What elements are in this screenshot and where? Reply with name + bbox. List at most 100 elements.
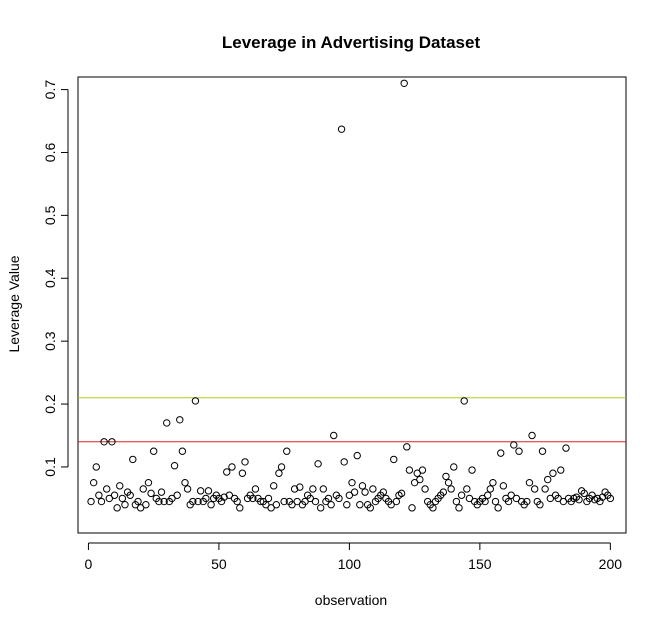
y-tick-label: 0.3: [42, 331, 58, 351]
y-tick-label: 0.5: [42, 205, 58, 225]
plot-frame: [77, 76, 627, 534]
y-tick-label: 0.6: [42, 143, 58, 163]
data-point: [447, 485, 455, 493]
x-tick-label: 100: [338, 556, 362, 572]
data-point: [92, 463, 100, 471]
data-point: [233, 497, 241, 506]
data-point: [316, 504, 325, 512]
x-tick-label: 150: [468, 556, 492, 572]
data-point: [194, 497, 202, 506]
data-point: [546, 494, 555, 503]
data-point: [241, 458, 249, 466]
data-point: [390, 455, 398, 464]
x-tick-label: 0: [85, 556, 93, 572]
data-point: [309, 485, 317, 493]
data-point: [155, 497, 163, 506]
data-point: [575, 495, 583, 504]
data-point: [460, 397, 468, 405]
data-point: [139, 485, 147, 493]
data-point: [499, 482, 508, 490]
data-point: [345, 491, 354, 499]
data-points: [87, 79, 615, 512]
data-point: [387, 500, 395, 509]
data-point: [168, 494, 176, 503]
data-point: [116, 482, 124, 490]
data-point: [290, 485, 299, 493]
data-point: [183, 485, 192, 493]
y-tick-label: 0.2: [42, 394, 58, 414]
data-point: [450, 463, 458, 471]
data-point: [444, 478, 453, 487]
data-point: [288, 500, 296, 509]
data-point: [238, 469, 247, 477]
data-point: [356, 500, 364, 509]
data-point: [512, 494, 521, 503]
data-point: [369, 485, 377, 493]
data-point: [562, 444, 570, 452]
data-point: [580, 489, 588, 498]
data-point: [327, 500, 335, 509]
data-point: [251, 485, 260, 493]
data-point: [296, 483, 304, 491]
y-tick-label: 0.4: [42, 268, 58, 288]
data-point: [515, 447, 523, 455]
data-point: [366, 504, 374, 512]
data-point: [494, 504, 502, 512]
data-point: [439, 488, 448, 496]
data-point: [468, 466, 476, 474]
data-point: [118, 494, 127, 503]
data-point: [403, 443, 411, 451]
data-point: [392, 497, 401, 506]
data-point: [530, 485, 539, 493]
data-point: [544, 475, 552, 484]
data-point: [408, 504, 416, 512]
data-point: [324, 494, 333, 503]
data-point: [410, 478, 419, 487]
data-point: [100, 438, 108, 446]
y-axis-label: Leverage Value: [6, 255, 22, 352]
data-point: [163, 419, 171, 427]
data-point: [105, 494, 114, 503]
data-point: [337, 125, 346, 133]
data-point: [455, 504, 463, 512]
data-point: [572, 493, 581, 501]
data-point: [538, 447, 547, 455]
data-point: [202, 494, 210, 503]
data-point: [523, 497, 531, 506]
data-point: [489, 478, 497, 487]
data-point: [557, 466, 565, 474]
data-point: [416, 475, 424, 484]
data-point: [220, 493, 228, 501]
x-axis: 0 50 100 150 200: [85, 542, 622, 572]
data-point: [330, 431, 338, 440]
data-point: [343, 500, 351, 509]
data-point: [554, 494, 562, 503]
data-point: [225, 491, 234, 499]
data-point: [236, 504, 244, 512]
data-point: [134, 497, 142, 506]
data-point: [379, 488, 388, 496]
data-point: [335, 494, 343, 503]
data-point: [196, 487, 205, 495]
data-point: [481, 497, 489, 506]
data-point: [491, 497, 500, 506]
data-point: [314, 460, 322, 468]
data-point: [144, 478, 153, 487]
data-point: [129, 455, 137, 464]
data-point: [504, 497, 513, 506]
data-point: [452, 497, 461, 506]
data-point: [507, 491, 515, 499]
data-point: [486, 485, 495, 493]
data-point: [457, 491, 466, 499]
data-point: [136, 504, 145, 512]
data-point: [89, 478, 98, 487]
data-point: [176, 416, 184, 424]
data-point: [110, 491, 119, 499]
x-axis-label: observation: [315, 592, 387, 608]
data-point: [418, 466, 427, 474]
data-point: [413, 469, 421, 477]
data-point: [400, 79, 408, 87]
data-point: [113, 504, 121, 512]
data-point: [353, 451, 361, 460]
data-point: [264, 494, 273, 503]
